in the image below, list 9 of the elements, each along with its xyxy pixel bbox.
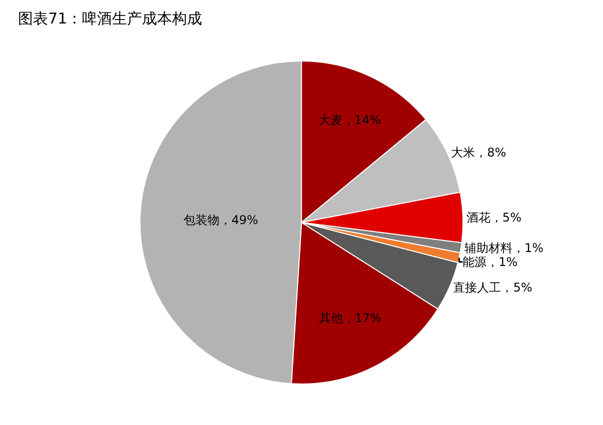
slice-label: 包装物，49% bbox=[183, 212, 258, 227]
chart-title: 图表71：啤酒生产成本构成 bbox=[18, 9, 202, 28]
slice-label: 辅助材料，1% bbox=[464, 240, 544, 255]
slice-label: 酒花，5% bbox=[466, 210, 522, 224]
slice-label: 直接人工，5% bbox=[453, 280, 532, 295]
slice-label: 大米，8% bbox=[451, 145, 506, 160]
slice-label: 能源，1% bbox=[462, 254, 518, 269]
slice-label: 其他，17% bbox=[318, 310, 382, 325]
slice-label: 大麦，14% bbox=[318, 113, 382, 128]
